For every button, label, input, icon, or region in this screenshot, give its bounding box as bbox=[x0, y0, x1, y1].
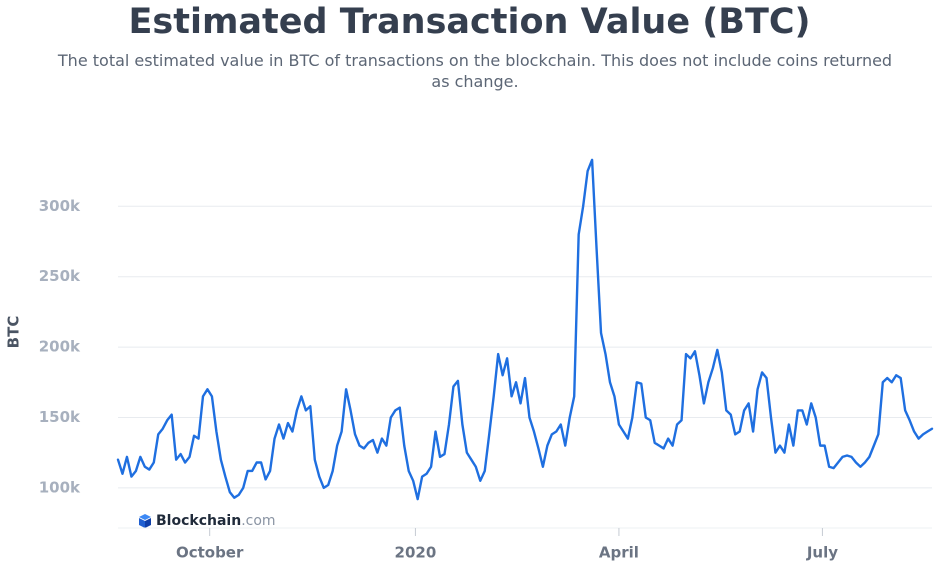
chart-subtitle: The total estimated value in BTC of tran… bbox=[57, 51, 893, 91]
y-tick-label: 300k bbox=[39, 197, 81, 215]
y-tick-label: 100k bbox=[39, 478, 81, 496]
watermark-brand: Blockchain bbox=[156, 513, 241, 529]
y-tick-label: 150k bbox=[39, 408, 81, 426]
y-tick-label: 200k bbox=[39, 338, 81, 356]
data-line bbox=[116, 158, 934, 501]
watermark-domain: .com bbox=[241, 513, 275, 529]
x-tick-label: October bbox=[176, 544, 244, 562]
watermark: Blockchain.com bbox=[156, 513, 276, 529]
y-axis-label: BTC bbox=[5, 316, 23, 349]
x-tick-label: April bbox=[599, 544, 639, 562]
x-tick-label: July bbox=[806, 544, 838, 562]
x-tick-label: 2020 bbox=[395, 544, 437, 562]
watermark-logo bbox=[139, 514, 151, 528]
y-tick-label: 250k bbox=[39, 267, 81, 285]
chart-title: Estimated Transaction Value (BTC) bbox=[128, 2, 811, 42]
